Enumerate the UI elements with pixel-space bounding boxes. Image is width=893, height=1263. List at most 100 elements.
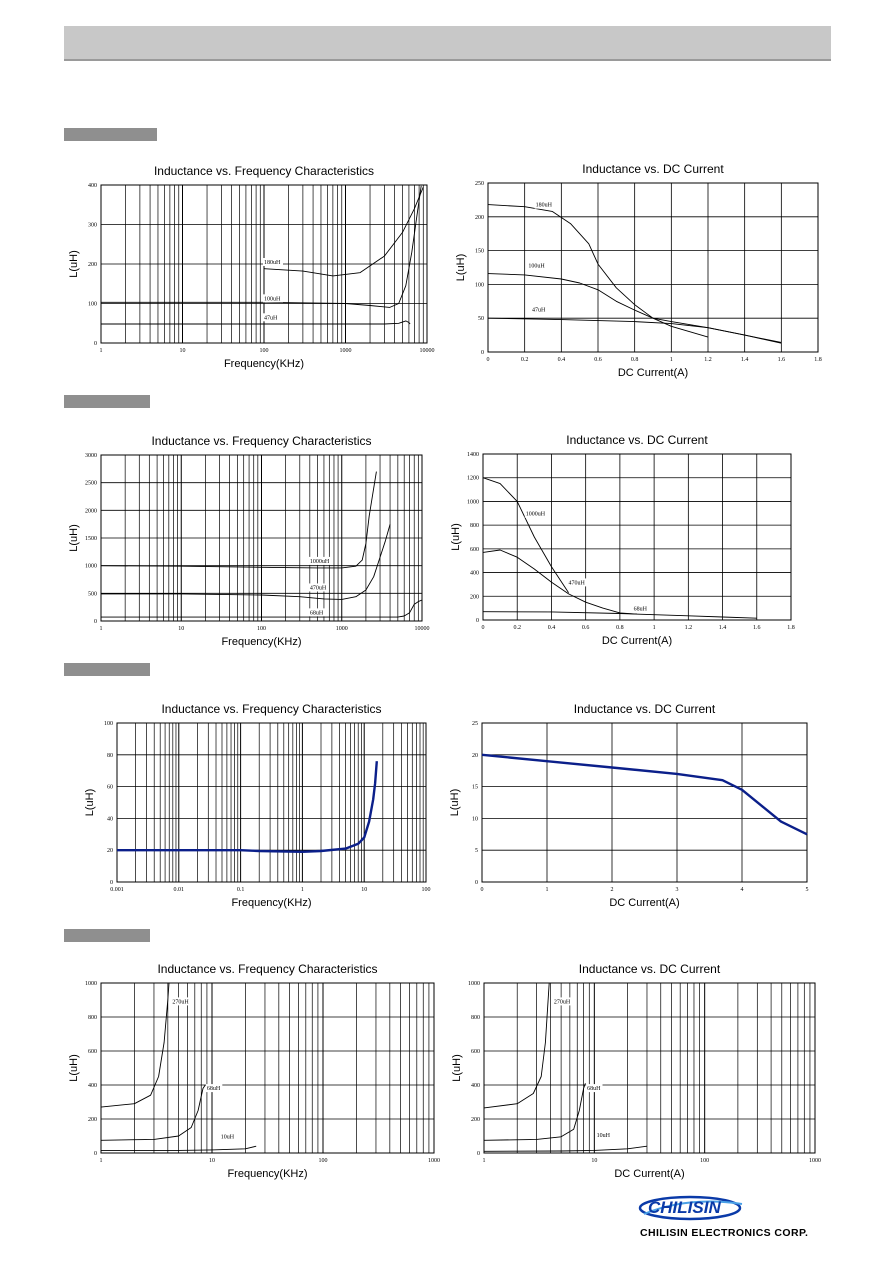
series-annotation-10uh: 10uH [597,1133,611,1139]
chart-svg: 1 10 100 1000 10000 0 100 200 300 400 Inductance v… [68,164,435,370]
y-tick-label: 1500 [85,536,97,542]
annotation-bg [263,258,283,266]
annotation-bg [308,583,329,592]
y-tick-label: 1000 [85,564,97,570]
chart-svg: 0 1 2 3 4 5 0 5 10 15 20 25 Inductance vs. DC Curren… [449,702,809,909]
x-tick-label: 1.2 [685,625,693,631]
y-tick-label: 0 [94,341,97,347]
x-axis-label: DC Current(A) [602,635,672,647]
x-tick-label: 1 [483,1158,486,1164]
y-axis-label: L(uH) [68,250,80,278]
annotation-bg [527,261,548,270]
y-axis-label: L(uH) [68,524,80,552]
y-axis-label: L(uH) [451,1054,463,1082]
chart-title: Inductance vs. Frequency Characteristics [151,434,371,448]
y-tick-label: 50 [478,316,484,322]
y-tick-label: 1000 [467,499,479,505]
y-tick-label: 2500 [85,481,97,487]
section-tab-2 [64,395,150,408]
x-axis-label: Frequency(KHz) [231,897,311,909]
x-tick-label: 100 [422,887,431,893]
y-tick-label: 100 [104,721,113,727]
chart-l-vs-dc-current-3: 0 1 2 3 4 5 0 5 10 15 20 25 Inductance vs. DC Curren… [445,700,835,918]
series-line-47uh [487,317,782,344]
x-tick-label: 1.4 [741,357,749,363]
y-tick-label: 250 [475,181,484,187]
series-line-68uh [483,1083,586,1141]
annotation-bg [308,608,326,617]
series-line-180uh [487,204,709,338]
y-tick-label: 1400 [467,452,479,458]
x-tick-label: 0.4 [558,357,566,363]
y-tick-label: 20 [472,753,478,759]
x-tick-label: 10 [180,348,186,354]
y-tick-label: 100 [475,282,484,288]
y-tick-label: 0 [94,1151,97,1157]
series-line-20uh [117,761,378,854]
y-tick-label: 400 [88,183,97,189]
y-tick-label: 400 [470,571,479,577]
y-tick-label: 800 [470,523,479,529]
chart-title: Inductance vs. Frequency Characteristics [154,164,374,178]
section-tab-3 [64,663,150,676]
x-tick-label: 1 [100,626,103,632]
x-tick-label: 1.8 [814,357,822,363]
annotation-bg [531,305,548,314]
plot-frame [482,453,792,621]
series-line-270uh [100,982,170,1108]
x-tick-label: 0.001 [110,887,124,893]
plot-frame [116,722,427,883]
x-tick-label: 1.2 [704,357,712,363]
chart-svg: 0 0.2 0.4 0.6 0.8 1 1.2 1.4 1.6 1.8 0 50 100 150 200 25… [455,162,822,379]
x-tick-label: 10000 [415,626,430,632]
series-line-1000uh [482,477,569,593]
series-annotation-68uh: 68uH [587,1086,601,1092]
series-annotation-1000uh: 1000uH [526,512,546,518]
y-tick-label: 0 [110,880,113,886]
series-line-68uh [482,611,757,619]
chart-title: Inductance vs. Frequency Characteristics [161,702,381,716]
annotation-bg [171,997,192,1006]
chart-svg: 0.001 0.01 0.1 1 10 100 0 20 40 60 80 100 Inductance… [84,702,431,909]
y-axis-label: L(uH) [450,523,462,551]
series-annotation-270uh: 270uH [172,999,189,1005]
x-tick-label: 1.4 [719,625,727,631]
page-header-bar [64,26,831,61]
y-tick-label: 200 [88,1117,97,1123]
y-tick-label: 600 [470,547,479,553]
chart-svg: 1 10 100 1000 0 200 400 600 800 1000 Inductance vs… [68,962,440,1180]
x-tick-label: 3 [676,887,679,893]
y-tick-label: 150 [475,249,484,255]
company-logo: CHILISIN CHILISIN ELECTRONICS CORP. [636,1190,832,1244]
annotation-bg [219,1132,237,1141]
annotation-bg [205,1084,223,1093]
series-annotation-180uh: 180uH [264,260,281,266]
annotation-bg [632,604,649,613]
plot-frame [100,982,435,1154]
y-tick-label: 0 [94,619,97,625]
x-tick-label: 2 [611,887,614,893]
series-line-470uh [101,524,391,600]
x-axis-label: Frequency(KHz) [227,1168,307,1180]
chart-l-vs-frequency-1: 1 10 100 1000 10000 0 100 200 300 400 Inductance v… [64,160,444,382]
x-tick-label: 1.6 [778,357,786,363]
y-tick-label: 25 [472,721,478,727]
y-tick-label: 5 [475,848,478,854]
chart-l-vs-frequency-2: 1 10 100 1000 10000 0 500 1000 1500 2000 2500 3000 I… [64,433,444,651]
chart-svg: 1 10 100 1000 10000 0 500 1000 1500 2000 2500 3000 I… [68,434,430,648]
y-tick-label: 200 [475,215,484,221]
chart-title: Inductance vs. DC Current [579,962,721,976]
section-tab-4 [64,929,150,942]
y-tick-label: 2000 [85,508,97,514]
y-axis-label: L(uH) [84,789,96,817]
plot-frame [481,722,808,883]
y-tick-label: 1200 [467,476,479,482]
chart-title: Inductance vs. DC Current [574,702,716,716]
y-axis-label: L(uH) [449,789,461,817]
series-line-470uh [482,549,638,615]
y-axis-label: L(uH) [455,254,467,282]
x-tick-label: 10 [361,887,367,893]
y-tick-label: 300 [88,223,97,229]
x-axis-label: DC Current(A) [609,897,679,909]
chart-title: Inductance vs. DC Current [566,433,708,447]
